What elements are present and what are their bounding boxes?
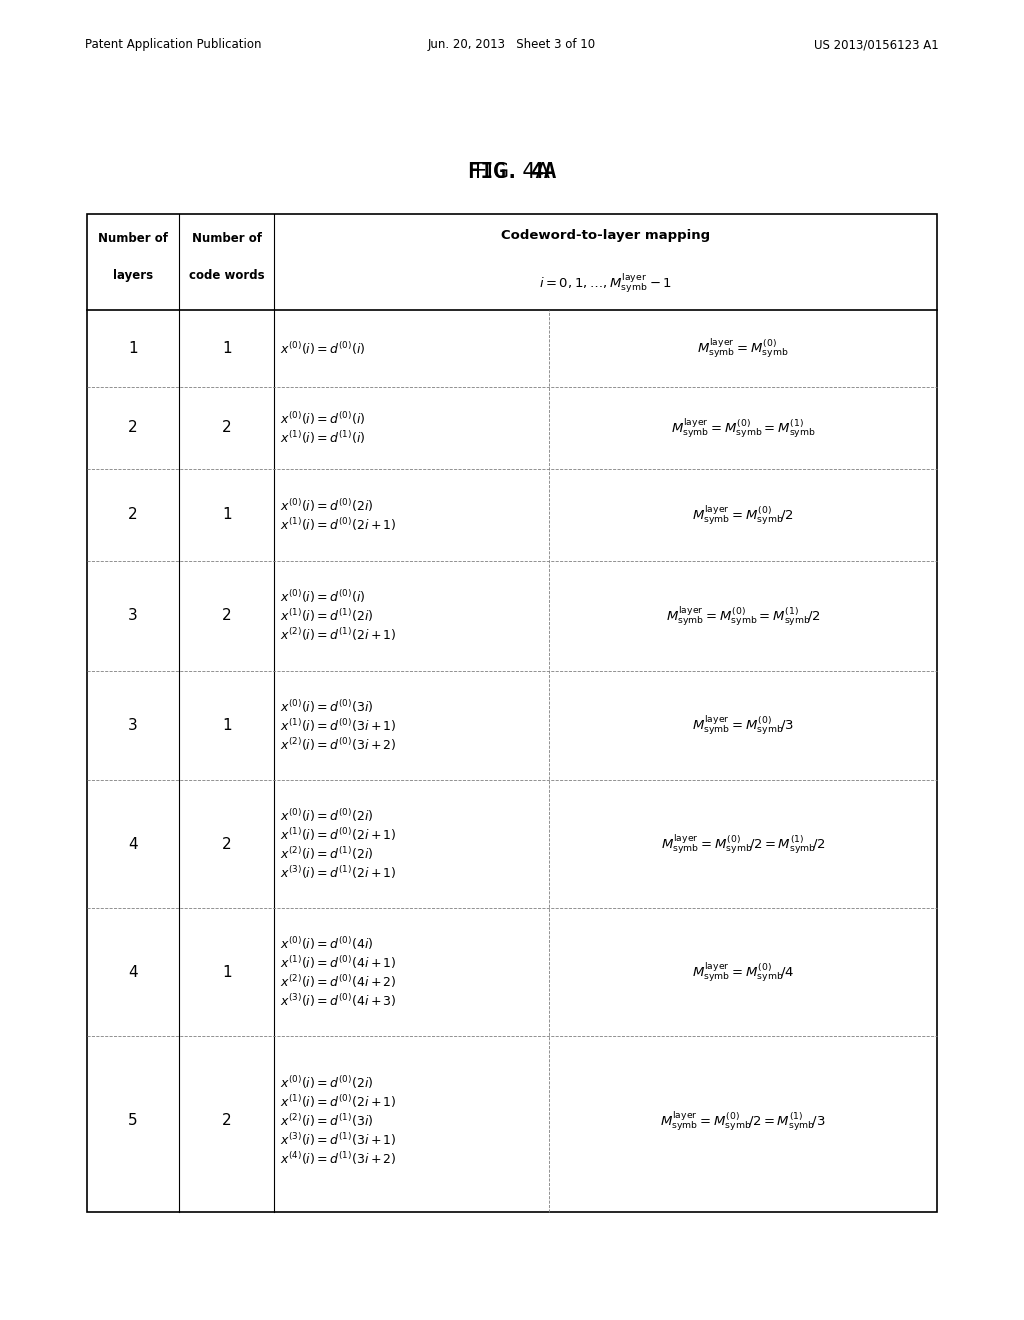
Text: $x^{(1)}(i) = d^{(0)}(2i+1)$: $x^{(1)}(i) = d^{(0)}(2i+1)$ [280, 516, 396, 533]
Text: 2: 2 [222, 1113, 231, 1129]
Text: $x^{(1)}(i) = d^{(0)}(2i+1)$: $x^{(1)}(i) = d^{(0)}(2i+1)$ [280, 1093, 396, 1110]
Text: $x^{(0)}(i) = d^{(0)}(i)$: $x^{(0)}(i) = d^{(0)}(i)$ [280, 589, 365, 605]
Text: $i = 0,1,\ldots,M_{\mathrm{symb}}^{\mathrm{layer}}-1$: $i = 0,1,\ldots,M_{\mathrm{symb}}^{\math… [540, 272, 672, 294]
Text: $x^{(3)}(i) = d^{(1)}(3i+1)$: $x^{(3)}(i) = d^{(1)}(3i+1)$ [280, 1131, 396, 1148]
Text: $x^{(0)}(i) = d^{(0)}(4i)$: $x^{(0)}(i) = d^{(0)}(4i)$ [280, 935, 373, 952]
Text: $M_{\mathrm{symb}}^{\mathrm{layer}} = M_{\mathrm{symb}}^{(0)}\!/3$: $M_{\mathrm{symb}}^{\mathrm{layer}} = M_… [692, 714, 794, 737]
Text: 2: 2 [222, 420, 231, 436]
Text: $x^{(4)}(i) = d^{(1)}(3i+2)$: $x^{(4)}(i) = d^{(1)}(3i+2)$ [280, 1151, 396, 1167]
Text: 2: 2 [222, 609, 231, 623]
Text: Jun. 20, 2013   Sheet 3 of 10: Jun. 20, 2013 Sheet 3 of 10 [428, 38, 596, 51]
Text: 2: 2 [222, 837, 231, 851]
Text: $x^{(2)}(i) = d^{(1)}(2i+1)$: $x^{(2)}(i) = d^{(1)}(2i+1)$ [280, 627, 396, 643]
Text: 1: 1 [222, 965, 231, 979]
Text: $x^{(2)}(i) = d^{(0)}(3i+2)$: $x^{(2)}(i) = d^{(0)}(3i+2)$ [280, 737, 396, 752]
Text: FIG. 4A: FIG. 4A [468, 161, 556, 182]
Text: $x^{(2)}(i) = d^{(1)}(3i)$: $x^{(2)}(i) = d^{(1)}(3i)$ [280, 1113, 373, 1129]
Text: 1: 1 [222, 718, 231, 733]
Text: $M_{\mathrm{symb}}^{\mathrm{layer}} = M_{\mathrm{symb}}^{(0)} = M_{\mathrm{symb}: $M_{\mathrm{symb}}^{\mathrm{layer}} = M_… [671, 416, 815, 440]
Text: $M_{\mathrm{symb}}^{\mathrm{layer}} = M_{\mathrm{symb}}^{(0)}\!/2 = M_{\mathrm{s: $M_{\mathrm{symb}}^{\mathrm{layer}} = M_… [660, 833, 825, 855]
Text: $x^{(0)}(i) = d^{(0)}(2i)$: $x^{(0)}(i) = d^{(0)}(2i)$ [280, 496, 373, 513]
Text: 3: 3 [128, 609, 138, 623]
Text: $M_{\mathrm{symb}}^{\mathrm{layer}} = M_{\mathrm{symb}}^{(0)} = M_{\mathrm{symb}: $M_{\mathrm{symb}}^{\mathrm{layer}} = M_… [666, 605, 820, 627]
Text: 5: 5 [128, 1113, 138, 1129]
Text: $x^{(1)}(i) = d^{(1)}(i)$: $x^{(1)}(i) = d^{(1)}(i)$ [280, 429, 365, 446]
Text: Number of: Number of [98, 232, 168, 244]
Text: $x^{(1)}(i) = d^{(0)}(4i+1)$: $x^{(1)}(i) = d^{(0)}(4i+1)$ [280, 954, 396, 972]
Text: $x^{(1)}(i) = d^{(1)}(2i)$: $x^{(1)}(i) = d^{(1)}(2i)$ [280, 607, 373, 624]
Text: $M_{\mathrm{symb}}^{\mathrm{layer}} = M_{\mathrm{symb}}^{(0)}$: $M_{\mathrm{symb}}^{\mathrm{layer}} = M_… [697, 337, 788, 360]
Text: US 2013/0156123 A1: US 2013/0156123 A1 [814, 38, 939, 51]
Text: 4: 4 [128, 837, 138, 851]
Bar [87, 214, 937, 1212]
Text: $x^{(1)}(i) = d^{(0)}(2i+1)$: $x^{(1)}(i) = d^{(0)}(2i+1)$ [280, 826, 396, 843]
Text: 1: 1 [222, 507, 231, 523]
Text: code words: code words [189, 269, 264, 281]
Text: $x^{(1)}(i) = d^{(0)}(3i+1)$: $x^{(1)}(i) = d^{(0)}(3i+1)$ [280, 717, 396, 734]
Text: $x^{(0)}(i) = d^{(0)}(3i)$: $x^{(0)}(i) = d^{(0)}(3i)$ [280, 698, 373, 714]
Text: Codeword-to-layer mapping: Codeword-to-layer mapping [501, 230, 711, 242]
Text: 2: 2 [128, 507, 138, 523]
Text: $M_{\mathrm{symb}}^{\mathrm{layer}} = M_{\mathrm{symb}}^{(0)}\!/2 = M_{\mathrm{s: $M_{\mathrm{symb}}^{\mathrm{layer}} = M_… [660, 1109, 825, 1133]
Text: $x^{(3)}(i) = d^{(1)}(2i+1)$: $x^{(3)}(i) = d^{(1)}(2i+1)$ [280, 865, 396, 882]
Text: 4: 4 [128, 965, 138, 979]
Text: Patent Application Publication: Patent Application Publication [85, 38, 261, 51]
Text: $x^{(3)}(i) = d^{(0)}(4i+3)$: $x^{(3)}(i) = d^{(0)}(4i+3)$ [280, 993, 396, 1010]
Text: Number of: Number of [191, 232, 262, 244]
Text: layers: layers [113, 269, 154, 281]
Text: $x^{(0)}(i) = d^{(0)}(i)$: $x^{(0)}(i) = d^{(0)}(i)$ [280, 409, 365, 426]
Text: $x^{(0)}(i) = d^{(0)}(i)$: $x^{(0)}(i) = d^{(0)}(i)$ [280, 341, 365, 356]
Text: 2: 2 [128, 420, 138, 436]
Text: $M_{\mathrm{symb}}^{\mathrm{layer}} = M_{\mathrm{symb}}^{(0)}\!/4$: $M_{\mathrm{symb}}^{\mathrm{layer}} = M_… [692, 961, 794, 983]
Text: 3: 3 [128, 718, 138, 733]
Text: $x^{(2)}(i) = d^{(0)}(4i+2)$: $x^{(2)}(i) = d^{(0)}(4i+2)$ [280, 973, 396, 990]
Text: $x^{(0)}(i) = d^{(0)}(2i)$: $x^{(0)}(i) = d^{(0)}(2i)$ [280, 807, 373, 824]
Text: FIG. 4A: FIG. 4A [474, 161, 550, 182]
Text: $x^{(0)}(i) = d^{(0)}(2i)$: $x^{(0)}(i) = d^{(0)}(2i)$ [280, 1074, 373, 1090]
Text: 1: 1 [128, 341, 138, 356]
Text: $M_{\mathrm{symb}}^{\mathrm{layer}} = M_{\mathrm{symb}}^{(0)}\!/2$: $M_{\mathrm{symb}}^{\mathrm{layer}} = M_… [692, 503, 794, 527]
Text: 1: 1 [222, 341, 231, 356]
Text: $x^{(2)}(i) = d^{(1)}(2i)$: $x^{(2)}(i) = d^{(1)}(2i)$ [280, 845, 373, 862]
